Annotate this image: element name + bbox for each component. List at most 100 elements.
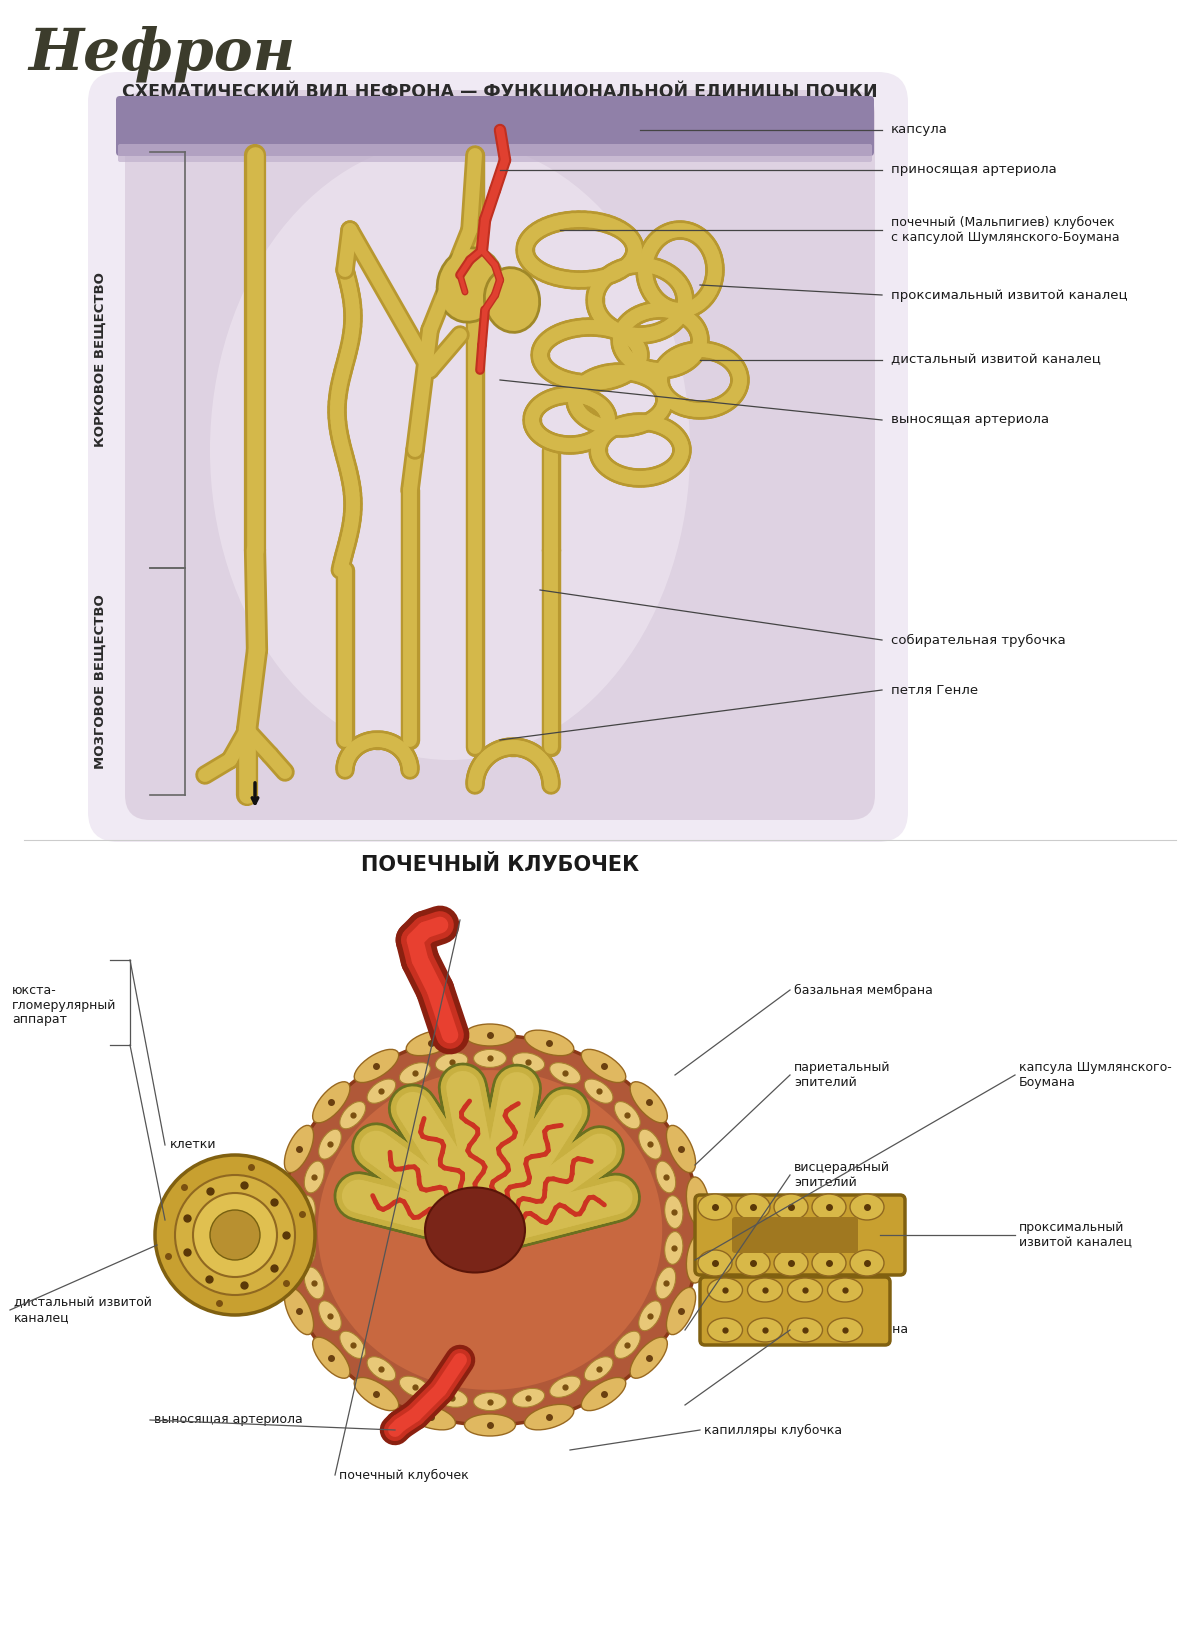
Ellipse shape <box>638 1129 661 1160</box>
Ellipse shape <box>284 1287 313 1335</box>
Ellipse shape <box>666 1125 696 1173</box>
Text: юкста-
гломерулярный
аппарат: юкста- гломерулярный аппарат <box>12 983 116 1026</box>
Text: капсула: капсула <box>890 124 948 137</box>
Ellipse shape <box>630 1082 667 1124</box>
Ellipse shape <box>367 1079 396 1104</box>
Ellipse shape <box>812 1195 846 1219</box>
Ellipse shape <box>298 1196 316 1229</box>
Text: париетальный
эпителий: париетальный эпителий <box>794 1061 890 1089</box>
Ellipse shape <box>354 1378 398 1411</box>
Text: капсула Шумлянского-
Боумана: капсула Шумлянского- Боумана <box>1019 1061 1171 1089</box>
Ellipse shape <box>614 1102 641 1129</box>
Text: почечный (Мальпигиев) клубочек
с капсулой Шумлянского-Боумана: почечный (Мальпигиев) клубочек с капсуло… <box>890 216 1120 244</box>
Ellipse shape <box>406 1030 456 1056</box>
Text: СХЕМАТИЧЕСКИЙ ВИД НЕФРОНА — ФУНКЦИОНАЛЬНОЙ ЕДИНИЦЫ ПОЧКИ: СХЕМАТИЧЕСКИЙ ВИД НЕФРОНА — ФУНКЦИОНАЛЬН… <box>122 82 878 101</box>
Ellipse shape <box>665 1196 683 1229</box>
Ellipse shape <box>313 1336 350 1378</box>
Ellipse shape <box>550 1376 581 1398</box>
Ellipse shape <box>436 1388 468 1407</box>
Text: Нефрон: Нефрон <box>28 25 295 81</box>
FancyBboxPatch shape <box>700 1277 890 1345</box>
Ellipse shape <box>305 1162 324 1193</box>
Text: выносящая артериола: выносящая артериола <box>154 1414 302 1427</box>
Ellipse shape <box>638 1300 661 1332</box>
Ellipse shape <box>425 1188 526 1272</box>
Ellipse shape <box>736 1251 770 1275</box>
Text: дистальный извитой
каналец: дистальный извитой каналец <box>14 1295 152 1323</box>
FancyBboxPatch shape <box>732 1218 858 1252</box>
Ellipse shape <box>774 1195 808 1219</box>
FancyBboxPatch shape <box>116 96 874 157</box>
Text: висцеральный
эпителий: висцеральный эпителий <box>794 1162 890 1190</box>
Ellipse shape <box>524 1030 574 1056</box>
Ellipse shape <box>512 1053 545 1071</box>
Text: петля Генле: петля Генле <box>890 683 978 696</box>
Ellipse shape <box>708 1318 743 1341</box>
Ellipse shape <box>524 1404 574 1431</box>
Text: полость Боумана: полость Боумана <box>794 1323 908 1337</box>
Ellipse shape <box>318 1071 662 1389</box>
Ellipse shape <box>367 1356 396 1381</box>
Text: собирательная трубочка: собирательная трубочка <box>890 634 1066 647</box>
Ellipse shape <box>464 1025 516 1046</box>
Ellipse shape <box>437 248 503 322</box>
Circle shape <box>155 1155 314 1315</box>
Ellipse shape <box>581 1378 625 1411</box>
Text: капилляры клубочка: капилляры клубочка <box>704 1424 842 1437</box>
Ellipse shape <box>584 1356 613 1381</box>
Circle shape <box>193 1193 277 1277</box>
Ellipse shape <box>708 1279 743 1302</box>
Ellipse shape <box>630 1336 667 1378</box>
Ellipse shape <box>812 1251 846 1275</box>
Text: базальная мембрана: базальная мембрана <box>794 983 932 997</box>
Ellipse shape <box>298 1231 316 1264</box>
Ellipse shape <box>748 1318 782 1341</box>
Circle shape <box>210 1209 260 1261</box>
Ellipse shape <box>485 267 540 332</box>
Ellipse shape <box>305 1267 324 1299</box>
Ellipse shape <box>474 1393 506 1411</box>
Ellipse shape <box>584 1079 613 1104</box>
Text: МОЗГОВОЕ ВЕЩЕСТВО: МОЗГОВОЕ ВЕЩЕСТВО <box>94 594 107 769</box>
Ellipse shape <box>828 1318 863 1341</box>
Ellipse shape <box>666 1287 696 1335</box>
Ellipse shape <box>512 1388 545 1407</box>
Ellipse shape <box>313 1082 350 1124</box>
Ellipse shape <box>698 1195 732 1219</box>
Ellipse shape <box>614 1332 641 1358</box>
Text: дистальный извитой каналец: дистальный извитой каналец <box>890 353 1100 366</box>
Ellipse shape <box>284 1125 313 1173</box>
Ellipse shape <box>656 1267 676 1299</box>
Text: почечный клубочек: почечный клубочек <box>340 1468 469 1482</box>
Text: пятно: пятно <box>170 1213 209 1226</box>
Ellipse shape <box>319 1129 341 1160</box>
Text: проксимальный
извитой каналец: проксимальный извитой каналец <box>1019 1221 1132 1249</box>
Ellipse shape <box>774 1251 808 1275</box>
Ellipse shape <box>686 1176 709 1228</box>
FancyBboxPatch shape <box>695 1195 905 1275</box>
Ellipse shape <box>787 1318 822 1341</box>
Ellipse shape <box>280 1035 700 1426</box>
Ellipse shape <box>400 1376 431 1398</box>
Ellipse shape <box>656 1162 676 1193</box>
Ellipse shape <box>665 1231 683 1264</box>
Ellipse shape <box>210 140 690 761</box>
Text: приносящая артериола: приносящая артериола <box>890 163 1057 177</box>
FancyBboxPatch shape <box>88 73 908 842</box>
Ellipse shape <box>787 1279 822 1302</box>
Ellipse shape <box>474 1049 506 1068</box>
Ellipse shape <box>271 1176 294 1228</box>
Text: проксимальный извитой каналец: проксимальный извитой каналец <box>890 289 1128 302</box>
Ellipse shape <box>400 1063 431 1084</box>
Ellipse shape <box>748 1279 782 1302</box>
Ellipse shape <box>354 1049 398 1082</box>
Ellipse shape <box>828 1279 863 1302</box>
Ellipse shape <box>686 1233 709 1284</box>
Ellipse shape <box>550 1063 581 1084</box>
Ellipse shape <box>464 1414 516 1436</box>
Ellipse shape <box>850 1195 884 1219</box>
FancyBboxPatch shape <box>118 144 872 162</box>
Text: выносящая артериола: выносящая артериола <box>890 414 1049 426</box>
Ellipse shape <box>850 1251 884 1275</box>
Ellipse shape <box>319 1300 341 1332</box>
